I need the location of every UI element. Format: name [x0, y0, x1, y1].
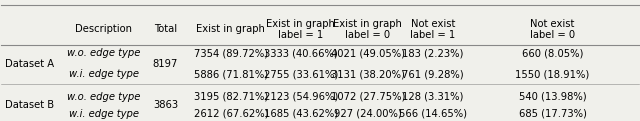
Text: 2123 (54.96%): 2123 (54.96%) — [264, 92, 338, 102]
Text: 3333 (40.66%): 3333 (40.66%) — [264, 48, 338, 58]
Text: 3131 (38.20%): 3131 (38.20%) — [331, 69, 404, 79]
Text: Not exist
label = 0: Not exist label = 0 — [530, 19, 575, 40]
Text: Total: Total — [154, 24, 177, 34]
Text: Description: Description — [76, 24, 132, 34]
Text: 8197: 8197 — [153, 59, 178, 69]
Text: Dataset A: Dataset A — [4, 59, 54, 69]
Text: 927 (24.00%): 927 (24.00%) — [334, 109, 402, 119]
Text: Not exist
label = 1: Not exist label = 1 — [410, 19, 456, 40]
Text: 660 (8.05%): 660 (8.05%) — [522, 48, 583, 58]
Text: 2612 (67.62%): 2612 (67.62%) — [193, 109, 268, 119]
Text: 128 (3.31%): 128 (3.31%) — [403, 92, 464, 102]
Text: Exist in graph: Exist in graph — [196, 24, 265, 34]
Text: w.o. edge type: w.o. edge type — [67, 92, 141, 102]
Text: 1550 (18.91%): 1550 (18.91%) — [515, 69, 589, 79]
Text: 540 (13.98%): 540 (13.98%) — [519, 92, 586, 102]
Text: 5886 (71.81%): 5886 (71.81%) — [194, 69, 268, 79]
Text: 3195 (82.71%): 3195 (82.71%) — [194, 92, 268, 102]
Text: 761 (9.28%): 761 (9.28%) — [403, 69, 464, 79]
Text: 7354 (89.72%): 7354 (89.72%) — [194, 48, 268, 58]
Text: Exist in graph
label = 1: Exist in graph label = 1 — [266, 19, 335, 40]
Text: 1685 (43.62%): 1685 (43.62%) — [264, 109, 338, 119]
Text: 4021 (49.05%): 4021 (49.05%) — [331, 48, 404, 58]
Text: 2755 (33.61%): 2755 (33.61%) — [264, 69, 338, 79]
Text: Exist in graph
label = 0: Exist in graph label = 0 — [333, 19, 402, 40]
Text: 3863: 3863 — [153, 100, 178, 110]
Text: 685 (17.73%): 685 (17.73%) — [518, 109, 586, 119]
Text: w.o. edge type: w.o. edge type — [67, 48, 141, 58]
Text: 566 (14.65%): 566 (14.65%) — [399, 109, 467, 119]
Text: Dataset B: Dataset B — [4, 100, 54, 110]
Text: w.i. edge type: w.i. edge type — [69, 69, 139, 79]
Text: w.i. edge type: w.i. edge type — [69, 109, 139, 119]
Text: 183 (2.23%): 183 (2.23%) — [403, 48, 464, 58]
Text: 1072 (27.75%): 1072 (27.75%) — [331, 92, 405, 102]
